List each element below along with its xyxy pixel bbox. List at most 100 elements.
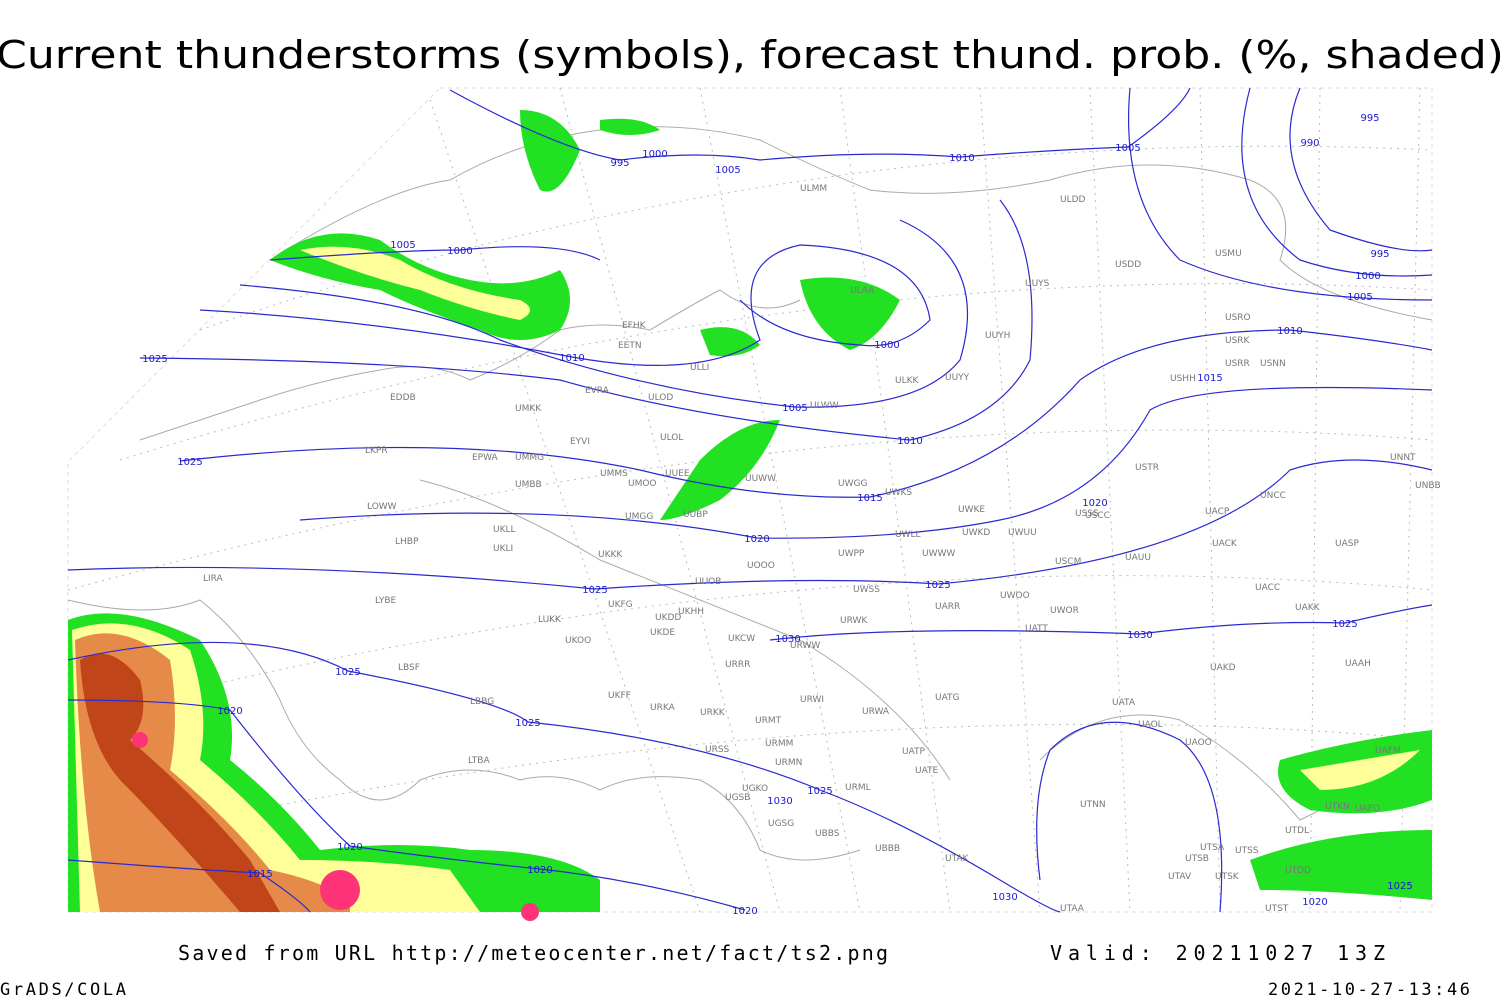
isobar-label: 1025 (142, 354, 167, 365)
station-code: UAOO (1185, 738, 1212, 748)
station-code: UGSB (725, 793, 750, 803)
isobar-label: 1030 (767, 796, 792, 807)
isobar-label: 1020 (1302, 897, 1327, 908)
station-code: USMU (1215, 249, 1242, 259)
station-code: UWUU (1008, 528, 1037, 538)
station-code: UUYS (1025, 279, 1050, 289)
software: GrADS/COLA (0, 980, 126, 1000)
station-code: UMKK (515, 404, 542, 414)
station-code: UKLI (493, 544, 513, 554)
station-code: UTSA (1200, 843, 1225, 853)
isobar-label: 1025 (925, 580, 950, 591)
station-code: UAFO (1355, 804, 1380, 814)
station-code: UTST (1265, 904, 1289, 914)
station-code: USCM (1055, 557, 1081, 567)
station-code: UARR (935, 602, 960, 612)
isobar-label: 1025 (807, 786, 832, 797)
station-code: UATA (1112, 698, 1136, 708)
station-code: UTDL (1285, 826, 1309, 836)
isobar-label: 1010 (1277, 326, 1302, 337)
station-code: URRR (725, 660, 750, 670)
station-code: UUBP (683, 510, 708, 520)
coastlines (67, 126, 1433, 861)
isobar-label: 1030 (1127, 630, 1152, 641)
station-code: UKCW (728, 634, 755, 644)
isobar-label: 1020 (732, 906, 757, 917)
timestamp: 2021-10-27-13:46 (1268, 980, 1470, 1000)
station-code: ULOD (648, 393, 673, 403)
station-code: UGSG (768, 819, 794, 829)
station-code: UWLL (895, 530, 921, 540)
station-code: UACC (1255, 583, 1280, 593)
station-code: USDD (1115, 260, 1141, 270)
station-code: URKK (700, 708, 726, 718)
isobar-label: 990 (1300, 138, 1319, 149)
station-code: URWI (800, 695, 824, 705)
station-code: UKFF (608, 691, 631, 701)
station-code: UTSB (1185, 854, 1209, 864)
isobar-label: 1010 (897, 436, 922, 447)
probability-shading (68, 110, 1432, 912)
station-code: UGKO (742, 784, 768, 794)
station-code: UKHH (678, 607, 704, 617)
station-code: URSS (705, 745, 730, 755)
station-code: UWKD (962, 528, 990, 538)
station-code: ULKK (895, 376, 920, 386)
isobar-label: 1005 (390, 240, 415, 251)
station-code: EVRA (585, 386, 610, 396)
station-code: USRR (1225, 359, 1250, 369)
station-code: UMOO (628, 479, 657, 489)
station-code: USHH (1170, 374, 1196, 384)
station-code: UATP (902, 747, 926, 757)
isobar-label: 995 (1370, 249, 1389, 260)
isobar-label: 1000 (874, 340, 899, 351)
station-code: UKFG (608, 600, 633, 610)
station-code: UWOR (1050, 606, 1079, 616)
graticule (67, 87, 1433, 913)
station-code: URMM (765, 739, 793, 749)
station-code: UNNT (1390, 453, 1416, 463)
isobars (67, 87, 1433, 913)
station-code: UKLL (493, 525, 516, 535)
isobar-label: 1025 (1387, 881, 1412, 892)
isobar-label: 1030 (775, 634, 800, 645)
station-code: URWK (840, 616, 868, 626)
isobar-label: 1020 (217, 706, 242, 717)
isobar-label: 1025 (335, 667, 360, 678)
station-code: UWGG (838, 479, 867, 489)
isobar-label: 1005 (1115, 143, 1140, 154)
station-code: UTKN (1325, 802, 1350, 812)
station-code: UTSS (1235, 846, 1259, 856)
station-code: EYVI (570, 437, 590, 447)
station-code: UUYH (985, 331, 1010, 341)
isobar-label: 1000 (1355, 271, 1380, 282)
station-code: ULAA (850, 286, 875, 296)
isobar-label: 1005 (782, 403, 807, 414)
station-code: UUEE (665, 469, 690, 479)
station-code: LBBG (470, 697, 494, 707)
station-code: URMN (775, 758, 802, 768)
station-code: UTAK (945, 854, 970, 864)
station-code: UWSS (853, 585, 880, 595)
station-code: LKPR (365, 446, 388, 456)
station-code: UAKD (1210, 663, 1236, 673)
isobar-label: 1010 (559, 353, 584, 364)
station-code: USRK (1225, 336, 1251, 346)
station-code: LBSF (398, 663, 420, 673)
station-code: ULDD (1060, 195, 1086, 205)
station-code: ULMM (800, 184, 827, 194)
station-code: LUKK (538, 615, 562, 625)
station-code: UAOL (1138, 720, 1163, 730)
station-code: URMT (755, 716, 782, 726)
station-code: UMGG (625, 512, 653, 522)
source-url: Saved from URL http://meteocenter.net/fa… (178, 941, 888, 965)
station-code: EDDB (390, 393, 416, 403)
station-code: UAKK (1295, 603, 1321, 613)
station-code: UTDD (1285, 866, 1311, 876)
station-code: URWW (790, 641, 820, 651)
stations: ULMM ULDD USDD USMU UUYS USRO USRK USRR USNN USHH… (203, 184, 1441, 914)
station-code: UKDE (650, 628, 675, 638)
station-code: LTBA (468, 756, 490, 766)
